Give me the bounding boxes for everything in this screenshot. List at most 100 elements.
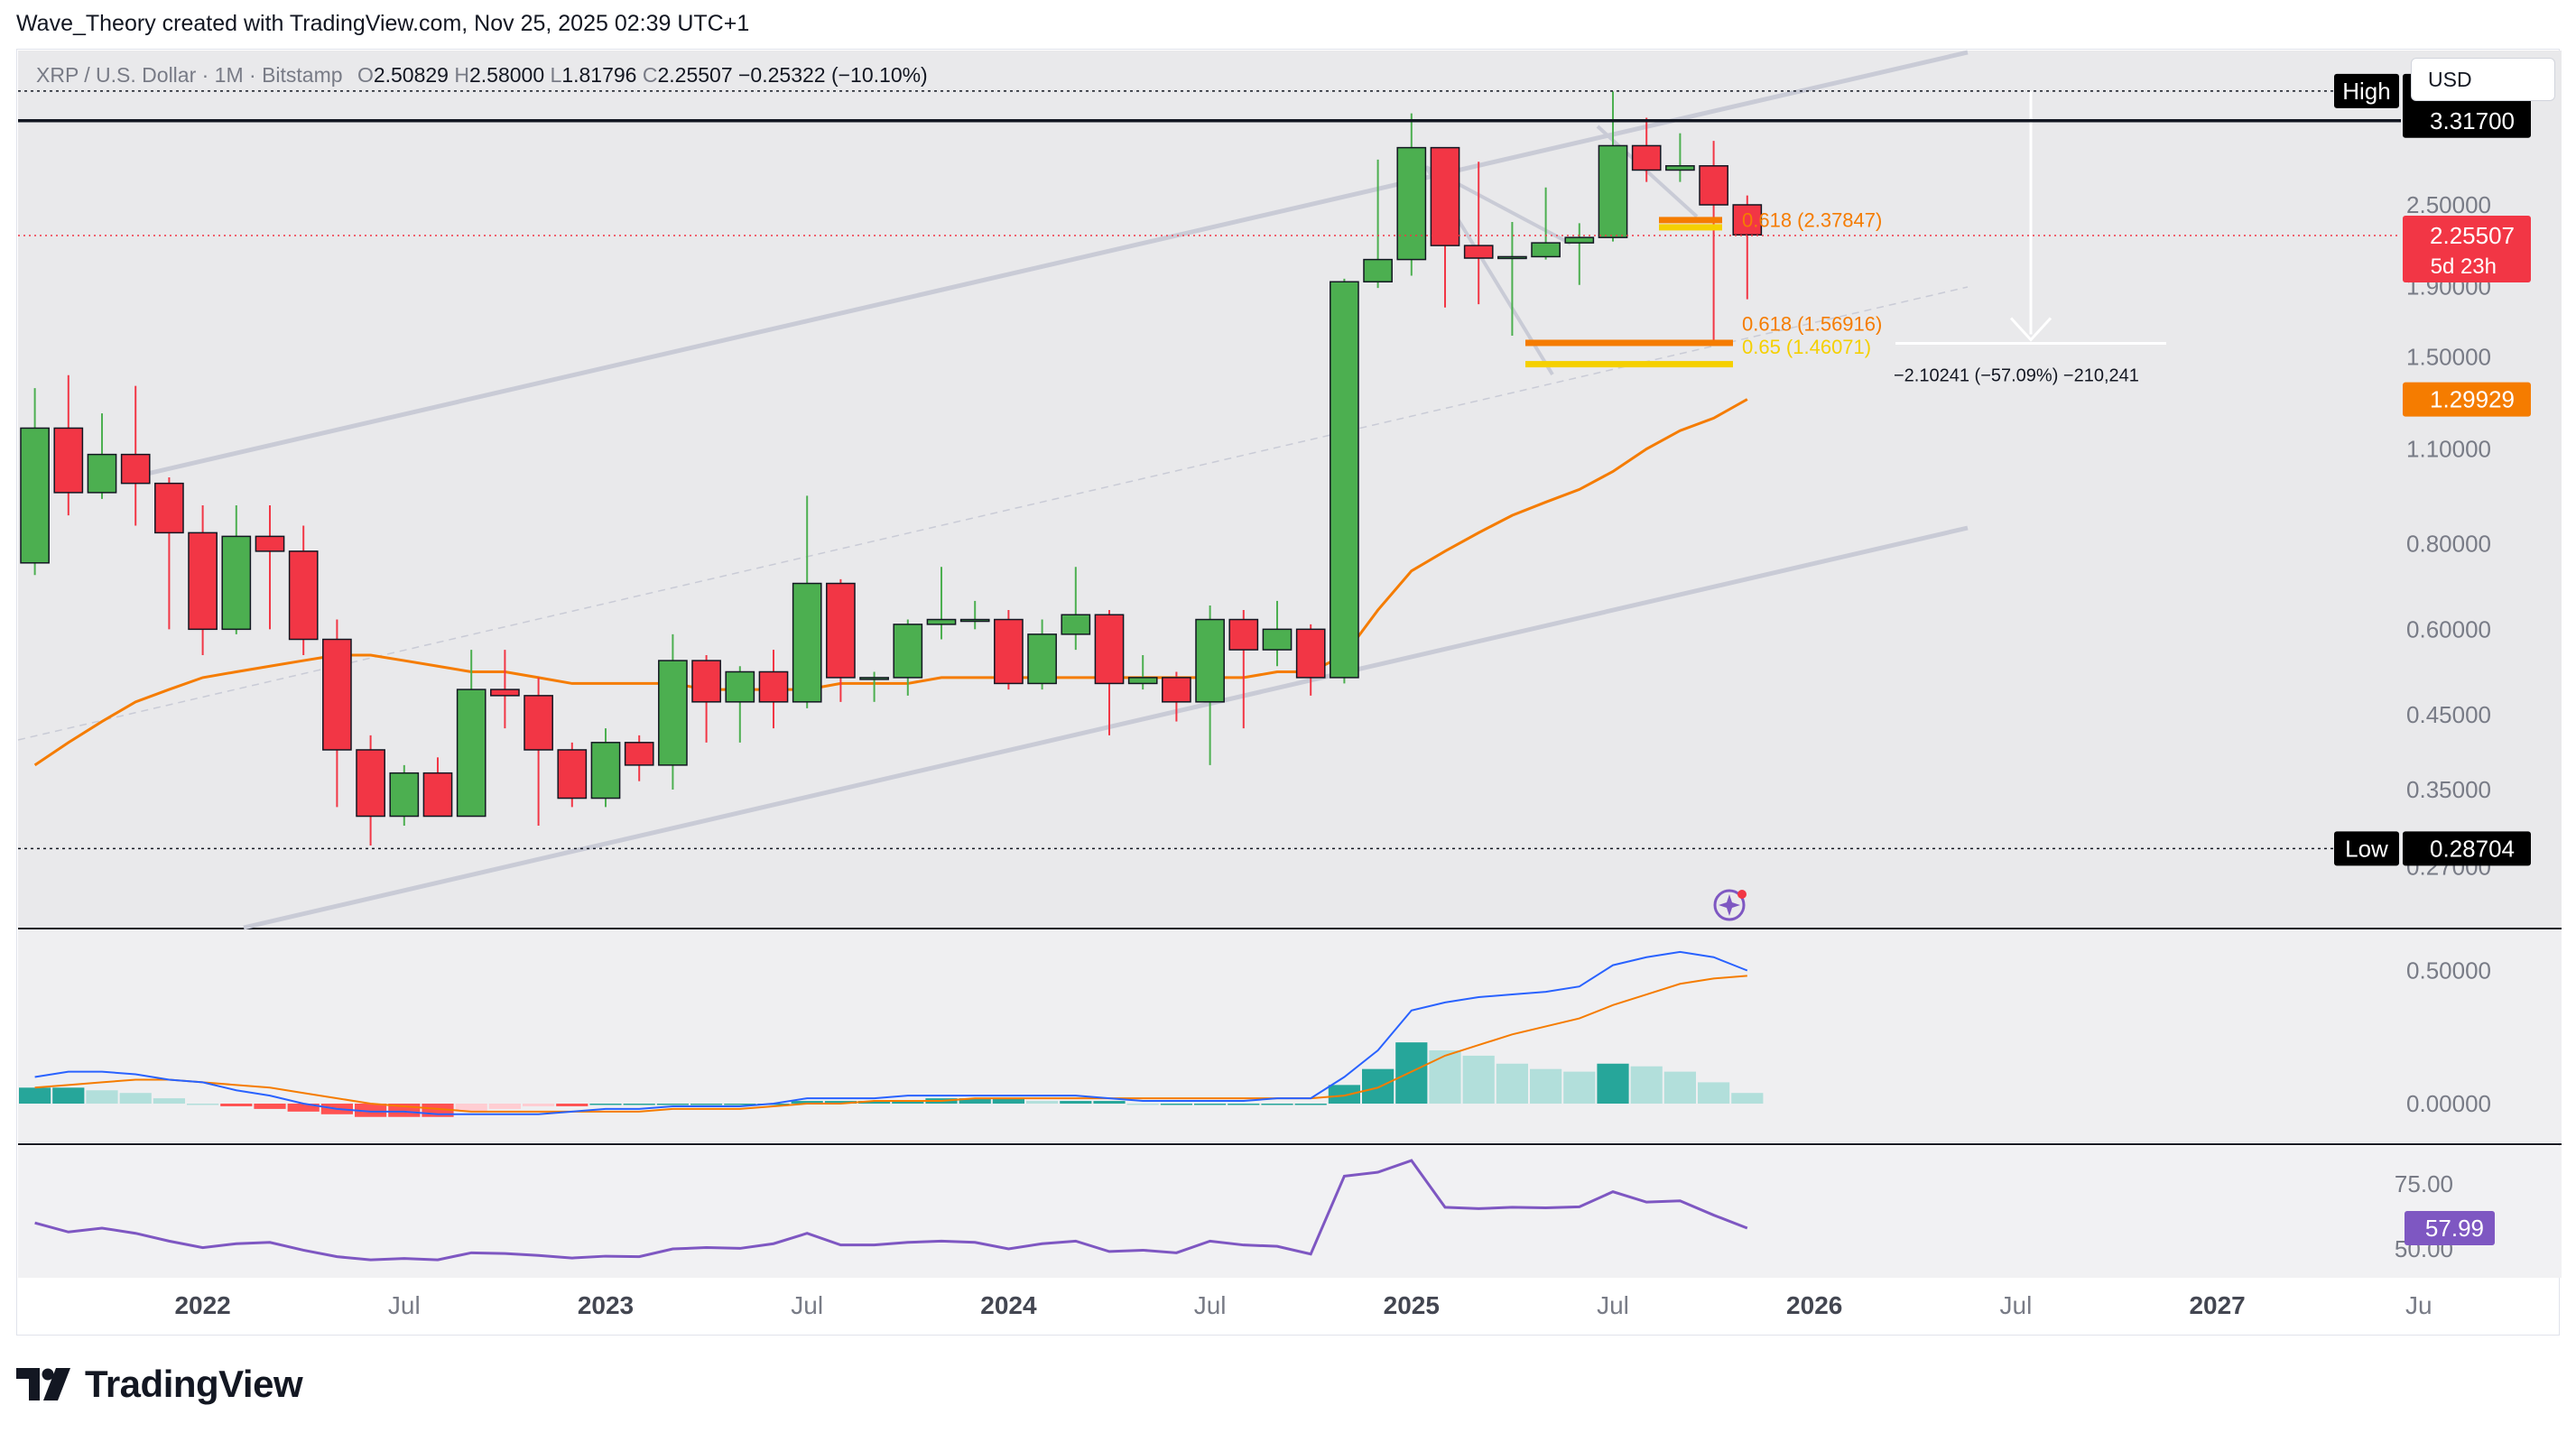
macd-histogram-bar [19,1087,51,1104]
candle-body [1363,258,1393,283]
x-axis-tick: 2026 [1786,1291,1842,1319]
candle-body [154,482,184,534]
x-axis-tick: 2027 [2189,1291,2245,1319]
macd-axis-tick: 0.50000 [2406,957,2491,984]
rsi-pane-bg [18,1146,2562,1278]
macd-histogram-bar [220,1104,253,1106]
candle-body [1699,165,1728,206]
candle-body [1127,677,1158,685]
macd-histogram-bar [992,1098,1024,1104]
fib-level-bar [1525,361,1733,368]
macd-histogram-bar [724,1104,756,1105]
candle-body [1262,628,1293,651]
high-caption-tag [2334,73,2399,108]
ohlc-legend: XRP / U.S. Dollar · 1M · Bitstamp O2.508… [36,63,928,88]
rsi-axis-tick: 75.00 [2395,1170,2453,1197]
x-axis-tick: Jul [2000,1291,2033,1319]
candle-body [221,535,252,631]
candle-body [658,660,688,766]
candle-body [959,618,990,623]
candle-body [590,742,621,800]
last-price-value: 2.25507 [2430,222,2515,249]
symbol-label: XRP / U.S. Dollar · 1M · Bitstamp [36,63,343,87]
y-axis-tick: 0.80000 [2406,531,2491,558]
resistance-price-value: 3.31700 [2430,107,2515,134]
sparkle-icon-ring [1713,889,1746,921]
macd-histogram-bar [1261,1104,1293,1105]
candle-body [456,689,486,818]
candle-body [826,582,856,679]
candle-body [1330,281,1359,679]
tradingview-logo-icon [16,1368,70,1400]
macd-histogram-bar [355,1104,387,1117]
sparkle-icon-star [1719,894,1740,916]
fib-level-label: 0.618 (2.37847) [1742,208,1882,231]
macd-histogram-bar [86,1090,118,1104]
candle-body [1162,677,1191,703]
candle-body [524,695,553,751]
currency-button[interactable]: USD [2411,58,2555,101]
macd-histogram-bar [1496,1063,1528,1104]
macd-histogram-bar [1228,1104,1260,1105]
candle-body [792,582,822,703]
candle-body [422,772,453,818]
x-axis-tick: 2022 [174,1291,230,1319]
y-axis-tick: 1.50000 [2406,343,2491,370]
macd-histogram-bar [556,1104,588,1106]
candle-body [1463,245,1494,259]
macd-histogram-bar [1194,1104,1227,1105]
candle-body [1027,633,1057,685]
macd-histogram-bar [1294,1104,1327,1105]
macd-histogram-bar [690,1104,723,1105]
measure-arrow-head [2009,317,2052,342]
macd-histogram-bar [824,1101,857,1104]
open-label: O [357,63,374,87]
candle-body [87,453,117,494]
countdown-value: 5d 23h [2431,254,2497,279]
tradingview-logo[interactable]: TradingView [16,1363,303,1406]
macd-histogram-bar [656,1104,689,1105]
candle-body [1531,242,1561,258]
last-price-tag [2403,215,2531,282]
close-value: 2.25507 [657,63,733,87]
channel-lower-line [243,525,1969,930]
macd-histogram-bar [1395,1042,1428,1104]
macd-histogram-bar [1026,1101,1059,1104]
rsi-value: 57.99 [2425,1215,2484,1242]
low-price-tag [2403,831,2531,866]
macd-histogram-bar [959,1098,991,1104]
y-axis-tick: 0.45000 [2406,701,2491,728]
candle-body [188,532,218,631]
macd-histogram-bar [589,1104,622,1105]
candle-body [1564,236,1595,244]
low-price-value: 0.28704 [2430,835,2515,862]
macd-histogram-bar [488,1104,521,1109]
open-value: 2.50829 [373,63,449,87]
candle-body [120,453,151,485]
channel-upper-line [134,50,1969,479]
fib-level-bar [1659,224,1722,231]
macd-histogram-bar [1597,1063,1629,1104]
y-axis-tick: 0.60000 [2406,615,2491,642]
macd-histogram-bar [623,1104,655,1105]
candle-body [859,677,889,680]
fib-level-label: 0.618 (1.56916) [1742,312,1882,335]
macd-histogram-bar [1429,1050,1461,1104]
candle-body [1295,628,1326,679]
fib-level-bar [1525,339,1733,347]
candle-body [1732,204,1763,236]
low-label: L [550,63,562,87]
candle-body [926,618,957,625]
macd-histogram-bar [52,1087,85,1104]
candle-body [255,535,285,552]
candle-body [994,618,1024,685]
macd-histogram-bar [1328,1085,1360,1104]
high-value: 2.58000 [468,63,545,87]
x-axis-tick: 2023 [578,1291,634,1319]
x-axis-tick: Jul [388,1291,421,1319]
macd-histogram-bar [1060,1101,1092,1104]
macd-histogram-bar [523,1104,555,1106]
low-caption-tag [2334,831,2399,866]
sparkle-icon [1713,889,1747,921]
